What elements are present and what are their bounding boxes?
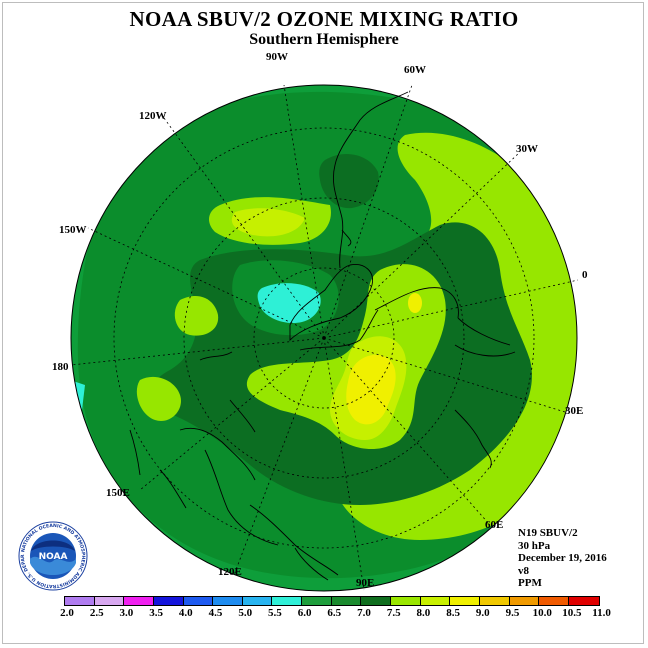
colorbar-tick-label: 8.0 [416, 607, 431, 619]
field-5-5 [257, 283, 321, 324]
colorbar-tick-label: 2.5 [89, 607, 104, 619]
colorbar-swatch [65, 597, 95, 605]
graticule [70, 84, 579, 591]
field-8-5-small [408, 293, 422, 313]
colorbar-swatch [302, 597, 332, 605]
lon-label-60w: 60W [404, 64, 426, 76]
colorbar-swatch [272, 597, 303, 605]
lon-label-90w: 90W [266, 51, 288, 63]
colorbar-tick-label: 3.5 [149, 607, 163, 619]
colorbar-swatch [213, 597, 243, 605]
colorbar-tick-label: 6.5 [327, 607, 342, 619]
field-7-5-west [174, 295, 219, 336]
colorbar-swatch [450, 597, 480, 605]
colorbar-tick-label: 3.0 [119, 607, 134, 619]
colorbar-tick-label: 5.0 [238, 607, 253, 619]
colorbar-tick-label: 6.0 [297, 607, 312, 619]
colorbar-swatch [391, 597, 421, 605]
lon-label-120w: 120W [139, 110, 167, 122]
info-satellite: N19 SBUV/2 [518, 527, 578, 539]
colorbar-tick-label: 2.0 [60, 607, 74, 619]
info-date: December 19, 2016 [518, 552, 607, 564]
chart-title: NOAA SBUV/2 OZONE MIXING RATIO [129, 7, 519, 31]
colorbar-tick-label: 7.5 [386, 607, 401, 619]
colorbar-tick-label: 11.0 [592, 607, 611, 619]
coastlines [129, 91, 516, 581]
colorbar-tick-label: 10.0 [532, 607, 552, 619]
map-boundary [70, 84, 578, 592]
colorbar-tick-label: 10.5 [562, 607, 582, 619]
colorbar-tick-label: 9.5 [505, 607, 520, 619]
lon-label-60e: 60E [485, 519, 504, 531]
field-8-0-north [231, 208, 305, 237]
lon-label-30e: 30E [565, 405, 584, 417]
field-8-5 [346, 354, 396, 425]
colorbar-tick-label: 5.5 [268, 607, 282, 619]
chart-subtitle: Southern Hemisphere [249, 31, 399, 48]
colorbar-swatch [242, 597, 273, 605]
colorbar-tick-label: 9.0 [475, 607, 490, 619]
colorbar-swatch [539, 597, 569, 605]
field-7-5-southwest [136, 376, 181, 421]
colorbar-ticks: 2.0 2.5 3.0 3.5 4.0 4.5 5.0 5.5 6.0 6.5 7.0 7.5 8.0 8… [60, 607, 611, 621]
info-units: PPM [518, 577, 542, 589]
colorbar-tick-label: 7.0 [357, 607, 371, 619]
colorbar-swatch [331, 597, 362, 605]
colorbar-swatch [420, 597, 451, 605]
colorbar-swatch [94, 597, 125, 605]
lon-label-180: 180 [52, 361, 69, 373]
colorbar-tick-label: 4.5 [208, 607, 223, 619]
lon-label-120e: 120E [218, 566, 242, 578]
colorbar-swatch [568, 597, 599, 605]
colorbar-tick-label: 4.0 [178, 607, 193, 619]
lon-label-150e: 150E [106, 487, 130, 499]
logo-text: NOAA [39, 552, 68, 562]
colorbar-swatch [509, 597, 540, 605]
noaa-logo: NATIONAL OCEANIC AND ATMOSPHERIC ADMINIS… [18, 521, 88, 591]
colorbar-swatch [361, 597, 392, 605]
lon-label-0: 0 [582, 269, 588, 281]
lon-label-150w: 150W [59, 224, 87, 236]
colorbar-swatch [479, 597, 510, 605]
lon-label-30w: 30W [516, 143, 538, 155]
colorbar-swatch [124, 597, 154, 605]
info-pressure: 30 hPa [518, 539, 551, 552]
info-version: v8 [518, 564, 529, 577]
colorbar-tick-label: 8.5 [446, 607, 460, 619]
colorbar-swatch [183, 597, 214, 605]
info-block: N19 SBUV/2 30 hPa December 19, 2016 v8 P… [518, 527, 607, 590]
colorbar-swatch [153, 597, 184, 605]
colorbar [64, 596, 600, 606]
lon-label-90e: 90E [356, 577, 375, 589]
